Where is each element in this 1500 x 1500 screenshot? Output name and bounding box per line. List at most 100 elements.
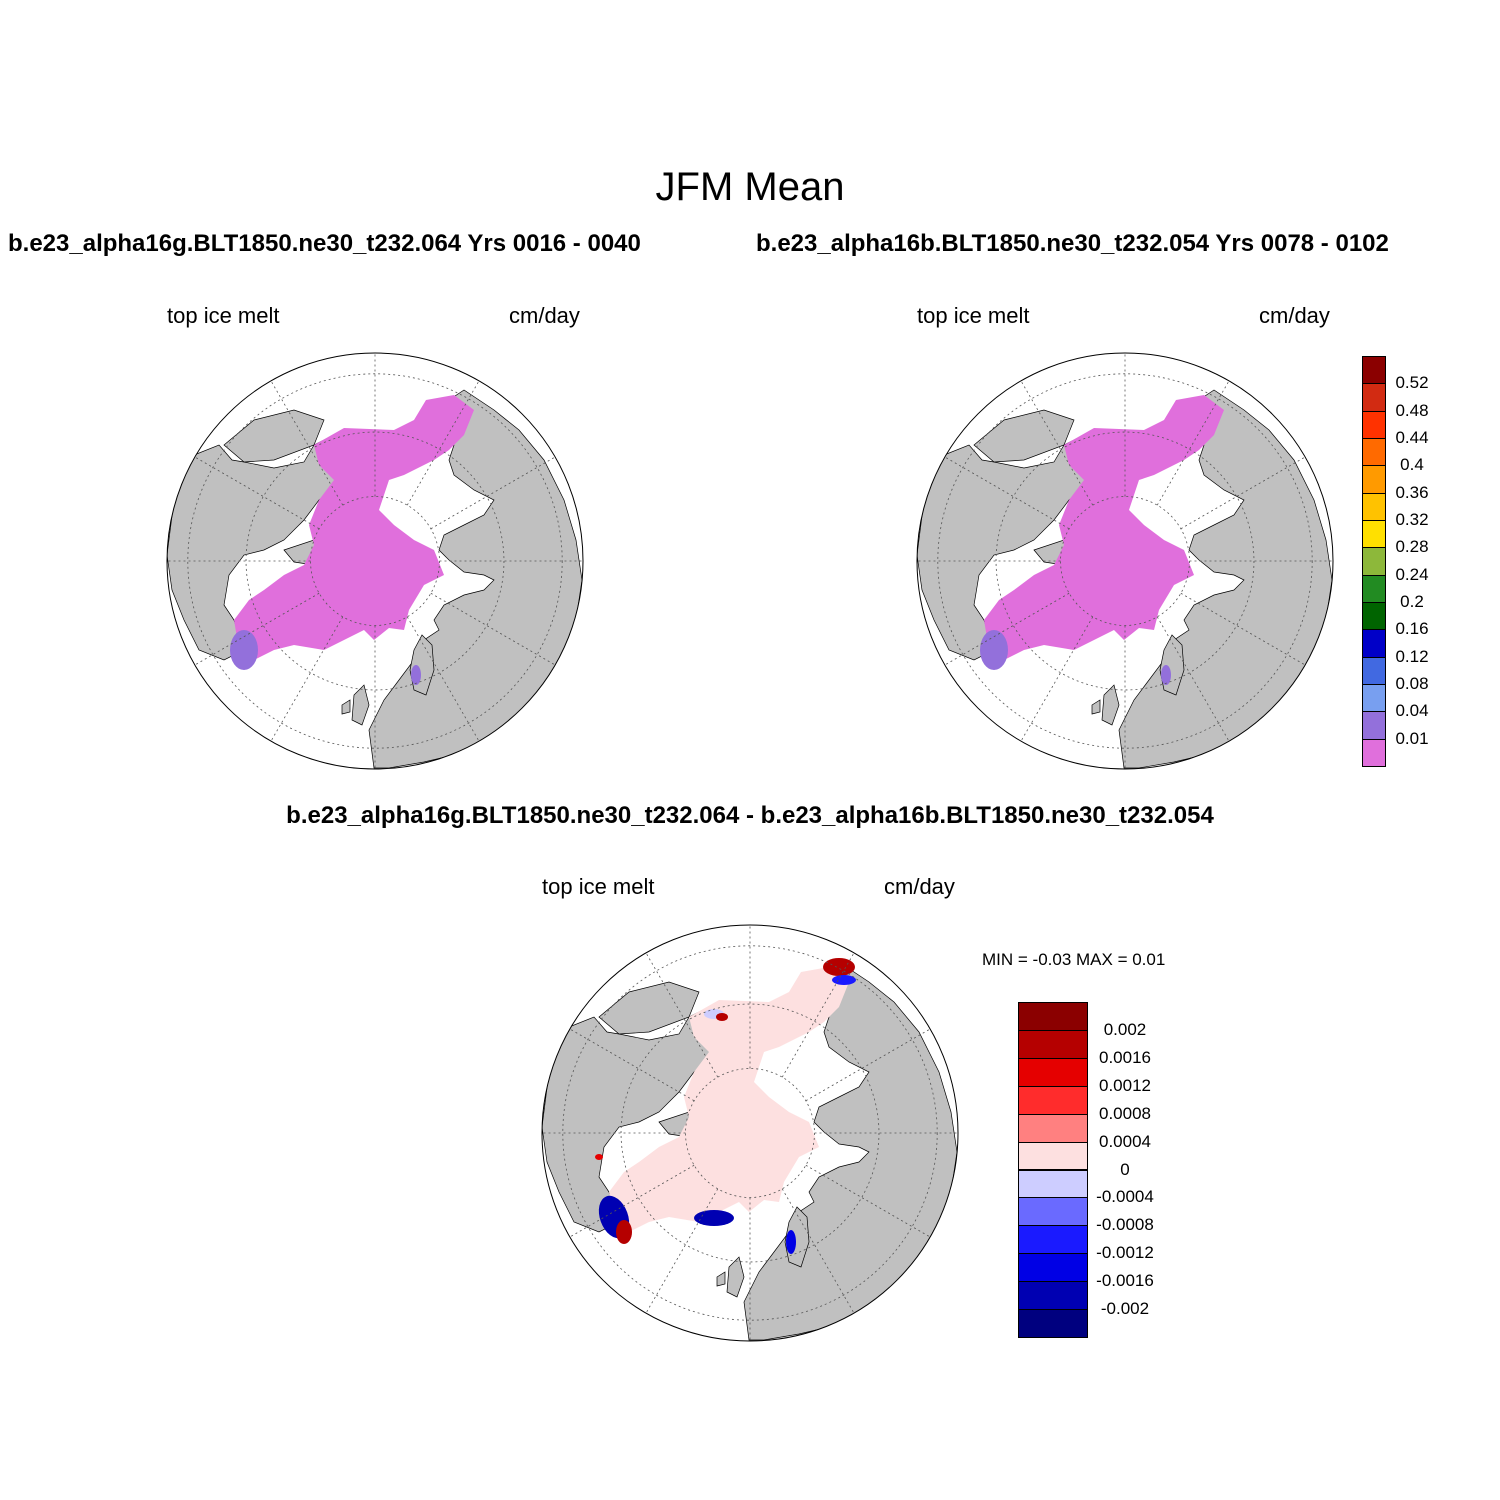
colorbar-box bbox=[1362, 356, 1386, 385]
main-title: JFM Mean bbox=[655, 165, 845, 209]
colorbar-box bbox=[1362, 520, 1386, 549]
colorbar-box bbox=[1018, 1057, 1088, 1087]
colorbar-box bbox=[1362, 547, 1386, 576]
colorbar-tick-label: -0.0012 bbox=[1096, 1243, 1154, 1263]
latitude-circle-0 bbox=[310, 496, 440, 626]
land-mass-8 bbox=[1091, 699, 1101, 715]
meridian-10 bbox=[944, 456, 1070, 530]
land-mass-7 bbox=[726, 1256, 745, 1298]
meridian-11 bbox=[1020, 380, 1094, 506]
panel-2-case-title: b.e23_alpha16b.BLT1850.ne30_t232.054 Yrs… bbox=[756, 230, 1389, 257]
colorbar-tick-label: 0.44 bbox=[1395, 428, 1429, 447]
field-region-0 bbox=[234, 395, 474, 660]
meridian-8 bbox=[569, 1164, 695, 1238]
field-region-8 bbox=[786, 1230, 796, 1254]
land-mass-8 bbox=[341, 699, 351, 715]
colorbar-tick-label: 0.36 bbox=[1395, 482, 1429, 502]
colorbar-difference bbox=[1018, 1002, 1088, 1338]
colorbar-box bbox=[1018, 1141, 1088, 1171]
colorbar-tick-label: 0.52 bbox=[1395, 373, 1429, 393]
meridian-8 bbox=[194, 592, 320, 666]
field-region-0 bbox=[984, 395, 1224, 660]
colorbar-box bbox=[1018, 1253, 1088, 1283]
meridian-4 bbox=[805, 1164, 931, 1238]
colorbar-tick-label: 0.4 bbox=[1400, 455, 1424, 475]
land-mass-7 bbox=[351, 684, 370, 726]
meridian-7 bbox=[270, 616, 344, 742]
panel-1-variable-label: top ice melt bbox=[167, 303, 280, 328]
colorbar-tick-label: 0.0008 bbox=[1099, 1103, 1151, 1123]
latitude-circle-1 bbox=[995, 431, 1255, 691]
panel-2-units-label: cm/day bbox=[1259, 303, 1330, 328]
colorbar-box bbox=[1018, 1029, 1088, 1059]
colorbar-tick-label: -0.0004 bbox=[1096, 1187, 1154, 1207]
meridian-11 bbox=[645, 952, 719, 1078]
latitude-circle-2 bbox=[562, 945, 938, 1321]
colorbar-tick-label: -0.0016 bbox=[1096, 1271, 1154, 1291]
panel-1-polar-map bbox=[166, 352, 584, 770]
colorbar-box bbox=[1362, 684, 1386, 713]
colorbar-tick-label: 0.002 bbox=[1103, 1019, 1147, 1039]
map-border bbox=[166, 352, 584, 770]
colorbar-box bbox=[1018, 1197, 1088, 1227]
field-region-4 bbox=[716, 1013, 728, 1021]
colorbar-box bbox=[1018, 1085, 1088, 1115]
map-border bbox=[541, 924, 959, 1342]
colorbar-box bbox=[1362, 465, 1386, 494]
field-region-1 bbox=[980, 630, 1008, 670]
field-region-7 bbox=[694, 1210, 734, 1226]
meridian-5 bbox=[781, 1188, 855, 1314]
meridian-10 bbox=[194, 456, 320, 530]
panel-2-polar-map bbox=[916, 352, 1334, 770]
colorbar-top bbox=[1362, 356, 1386, 767]
difference-title: b.e23_alpha16g.BLT1850.ne30_t232.064 - b… bbox=[286, 802, 1214, 829]
colorbar-box bbox=[1362, 602, 1386, 631]
colorbar-box bbox=[1362, 656, 1386, 685]
colorbar-tick-label: 0.12 bbox=[1395, 646, 1429, 666]
colorbar-box bbox=[1018, 1169, 1088, 1199]
colorbar-tick-label: 0 bbox=[1120, 1159, 1130, 1179]
colorbar-tick-label: 0.48 bbox=[1395, 400, 1429, 420]
field-region-2 bbox=[411, 665, 421, 685]
panel-2-variable-label: top ice melt bbox=[917, 303, 1030, 328]
colorbar-box bbox=[1018, 1281, 1088, 1311]
colorbar-tick-label: -0.002 bbox=[1100, 1299, 1150, 1319]
land-mass-6 bbox=[598, 981, 700, 1035]
land-mass-7 bbox=[1101, 684, 1120, 726]
colorbar-box bbox=[1018, 1113, 1088, 1143]
field-region-2 bbox=[832, 975, 856, 985]
colorbar-box bbox=[1362, 629, 1386, 658]
colorbar-box bbox=[1018, 1002, 1088, 1031]
colorbar-tick-label: -0.0008 bbox=[1096, 1215, 1154, 1235]
meridian-13 bbox=[406, 380, 480, 506]
meridian-11 bbox=[270, 380, 344, 506]
colorbar-box bbox=[1362, 492, 1386, 521]
land-mass-6 bbox=[973, 409, 1075, 463]
colorbar-tick-label: 0.08 bbox=[1395, 674, 1429, 693]
difference-polar-map bbox=[541, 924, 959, 1342]
meridian-7 bbox=[1020, 616, 1094, 742]
field-region-1 bbox=[230, 630, 258, 670]
difference-variable-label: top ice melt bbox=[542, 874, 655, 899]
difference-min-max: MIN = -0.03 MAX = 0.01 bbox=[982, 950, 1166, 969]
field-region-1 bbox=[823, 958, 855, 976]
meridian-5 bbox=[406, 616, 480, 742]
meridian-10 bbox=[569, 1028, 695, 1102]
colorbar-box bbox=[1362, 738, 1386, 767]
meridian-13 bbox=[1156, 380, 1230, 506]
latitude-circle-0 bbox=[685, 1068, 815, 1198]
map-body bbox=[542, 925, 958, 1341]
colorbar-tick-label: 0.01 bbox=[1395, 728, 1429, 748]
land-mass-8 bbox=[716, 1271, 726, 1287]
meridian-4 bbox=[430, 592, 556, 666]
colorbar-box bbox=[1018, 1309, 1088, 1338]
meridian-14 bbox=[430, 456, 556, 530]
meridian-13 bbox=[781, 952, 855, 1078]
colorbar-tick-label: 0.0012 bbox=[1099, 1075, 1151, 1095]
field-region-6 bbox=[616, 1220, 632, 1244]
colorbar-box bbox=[1362, 574, 1386, 603]
meridian-7 bbox=[645, 1188, 719, 1314]
panel-1-case-title: b.e23_alpha16g.BLT1850.ne30_t232.064 Yrs… bbox=[8, 230, 641, 257]
meridian-14 bbox=[805, 1028, 931, 1102]
colorbar-tick-label: 0.24 bbox=[1395, 564, 1429, 584]
